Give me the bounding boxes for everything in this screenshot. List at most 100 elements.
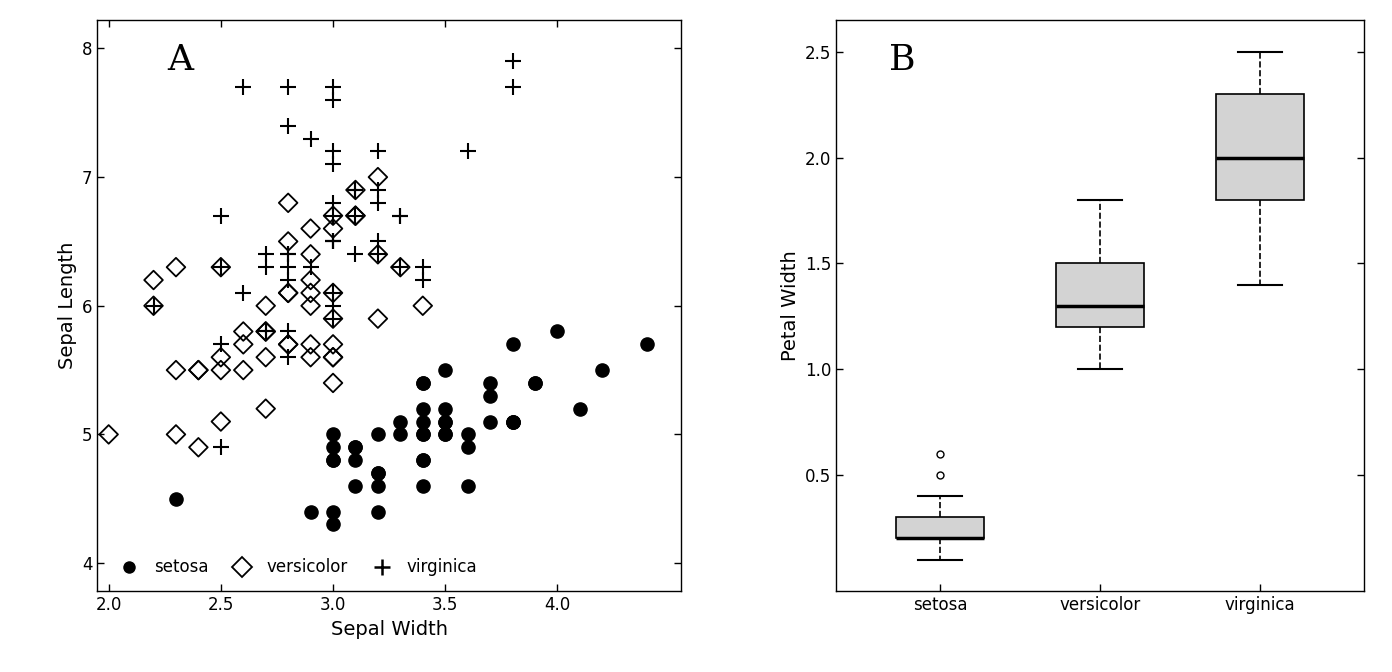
Point	[457, 429, 479, 439]
Point	[232, 326, 255, 337]
Point	[322, 378, 344, 388]
Point	[277, 339, 299, 349]
Point	[232, 339, 255, 349]
Point	[277, 249, 299, 259]
Point	[390, 416, 412, 427]
Point	[523, 378, 546, 388]
Point	[277, 288, 299, 298]
Point	[299, 300, 322, 311]
Point	[299, 339, 322, 349]
Point	[322, 313, 344, 324]
Point	[344, 442, 366, 453]
Point	[479, 416, 501, 427]
Point	[344, 210, 366, 221]
Point	[210, 210, 232, 221]
Point	[412, 275, 434, 286]
Point	[142, 300, 164, 311]
Point	[412, 403, 434, 414]
Point	[322, 288, 344, 298]
Point	[210, 416, 232, 427]
Point	[164, 365, 187, 376]
Point	[142, 275, 164, 286]
Point	[592, 365, 614, 376]
Point	[210, 365, 232, 376]
Point	[523, 378, 546, 388]
Point	[390, 210, 412, 221]
Point	[412, 455, 434, 466]
Point	[322, 519, 344, 530]
Point	[366, 249, 388, 259]
Point	[434, 416, 457, 427]
Point	[299, 506, 322, 517]
Point	[188, 365, 210, 376]
Point	[344, 480, 366, 491]
Point	[457, 146, 479, 157]
Point	[322, 352, 344, 363]
Point	[366, 249, 388, 259]
Point	[277, 275, 299, 286]
Point	[188, 365, 210, 376]
Point	[479, 378, 501, 388]
Point	[412, 378, 434, 388]
Point	[344, 442, 366, 453]
Point	[322, 313, 344, 324]
Point	[412, 378, 434, 388]
Point	[322, 455, 344, 466]
Point	[412, 416, 434, 427]
Point	[501, 416, 523, 427]
Point	[277, 339, 299, 349]
Point	[366, 185, 388, 196]
Point	[210, 262, 232, 273]
Point	[366, 468, 388, 478]
Point	[366, 468, 388, 478]
Point	[390, 429, 412, 439]
Point	[344, 249, 366, 259]
Point	[255, 262, 277, 273]
Point	[277, 120, 299, 131]
Point	[322, 223, 344, 234]
Point	[210, 262, 232, 273]
Text: B: B	[889, 43, 916, 77]
Point	[636, 339, 658, 349]
PathPatch shape	[896, 517, 984, 538]
Point	[299, 352, 322, 363]
Y-axis label: Sepal Length: Sepal Length	[57, 242, 77, 370]
Point	[210, 352, 232, 363]
Point	[255, 326, 277, 337]
Point	[434, 365, 457, 376]
Point	[366, 236, 388, 247]
Point	[390, 262, 412, 273]
Point	[322, 236, 344, 247]
Legend: setosa, versicolor, virginica: setosa, versicolor, virginica	[106, 552, 484, 583]
Point	[322, 300, 344, 311]
Point	[322, 429, 344, 439]
Point	[299, 133, 322, 144]
PathPatch shape	[1057, 263, 1144, 327]
Point	[366, 429, 388, 439]
Point	[457, 480, 479, 491]
Point	[255, 326, 277, 337]
Point	[277, 236, 299, 247]
Point	[344, 455, 366, 466]
Y-axis label: Petal Width: Petal Width	[781, 251, 799, 361]
Point	[322, 159, 344, 169]
Point	[344, 185, 366, 196]
Point	[322, 146, 344, 157]
Point	[299, 223, 322, 234]
Point	[299, 275, 322, 286]
Point	[164, 429, 187, 439]
Point	[366, 198, 388, 208]
Point	[457, 442, 479, 453]
X-axis label: Sepal Width: Sepal Width	[331, 620, 448, 639]
Point	[344, 210, 366, 221]
Point	[412, 429, 434, 439]
Point	[164, 493, 187, 504]
Point	[322, 288, 344, 298]
Point	[188, 442, 210, 453]
Point	[390, 210, 412, 221]
Point	[366, 146, 388, 157]
Point	[434, 429, 457, 439]
Point	[322, 339, 344, 349]
Point	[344, 185, 366, 196]
Point	[299, 288, 322, 298]
